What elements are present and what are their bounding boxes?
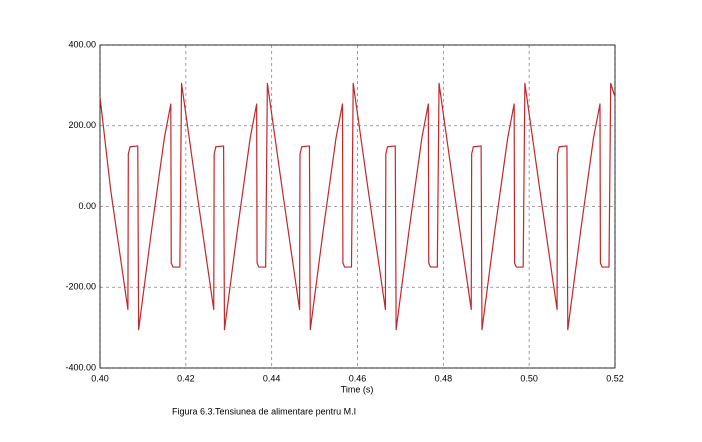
caption: Figura 6.3.Tensiunea de alimentare pentr… <box>172 406 356 416</box>
plot-frame <box>99 44 616 369</box>
y-tick-label: -400.00 <box>65 362 96 372</box>
y-tick-label: 400.00 <box>68 39 96 49</box>
x-tick-label: 0.42 <box>177 373 195 383</box>
x-tick-label: 0.52 <box>606 373 624 383</box>
y-tick-label: -200.00 <box>65 282 96 292</box>
x-axis-label: Time (s) <box>341 384 374 394</box>
x-tick-label: 0.46 <box>349 373 367 383</box>
x-tick-label: 0.44 <box>263 373 281 383</box>
y-tick-label: 200.00 <box>68 120 96 130</box>
x-tick-label: 0.40 <box>91 373 109 383</box>
x-tick-label: 0.50 <box>520 373 538 383</box>
line-series <box>99 82 616 331</box>
y-tick-label: 0.00 <box>78 201 96 211</box>
x-tick-label: 0.48 <box>435 373 453 383</box>
